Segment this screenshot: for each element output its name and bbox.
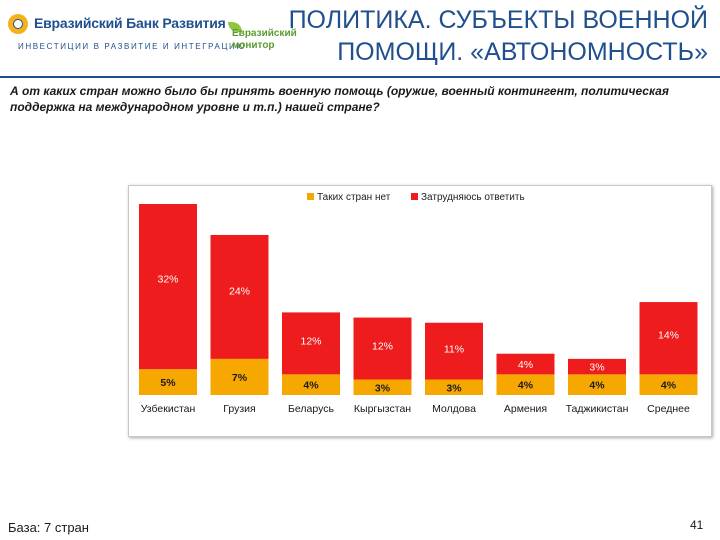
- data-label-0-4: 3%: [446, 382, 462, 394]
- legend-swatch-1: [411, 193, 418, 200]
- bar-0-5: [496, 374, 555, 395]
- bank-tagline: ИНВЕСТИЦИИ В РАЗВИТИЕ И ИНТЕГРАЦИЮ: [18, 42, 247, 51]
- data-label-1-1: 24%: [229, 286, 250, 298]
- bar-0-4: [425, 379, 483, 395]
- data-label-0-1: 7%: [232, 372, 248, 384]
- page-number: 41: [690, 518, 704, 532]
- header: Евразийский Банк Развития ИНВЕСТИЦИИ В Р…: [0, 0, 720, 76]
- legend-label-1: Затрудняюсь ответить: [421, 192, 525, 203]
- data-label-1-6: 3%: [589, 362, 604, 374]
- data-label-0-2: 4%: [303, 380, 319, 392]
- category-label-1: Грузия: [223, 403, 255, 415]
- category-label-2: Беларусь: [288, 403, 334, 415]
- monitor-logo-line1: Евразийский: [232, 28, 297, 39]
- bar-1-0: [139, 204, 197, 370]
- bar-0-0: [139, 369, 197, 395]
- header-divider: [0, 76, 720, 78]
- category-label-4: Молдова: [432, 403, 476, 415]
- legend-label-0: Таких стран нет: [317, 192, 391, 203]
- monitor-logo-line2: монитор: [232, 40, 275, 51]
- data-label-0-5: 4%: [518, 380, 534, 392]
- category-label-7: Среднее: [647, 403, 690, 415]
- data-label-0-0: 5%: [160, 377, 176, 389]
- bar-1-7: [639, 302, 698, 375]
- base-note: База: 7 стран: [8, 520, 89, 535]
- bar-1-6: [568, 358, 626, 375]
- bar-0-2: [282, 374, 340, 395]
- data-label-0-3: 3%: [375, 382, 391, 394]
- chart-canvas: Таких стран нет Затрудняюсь ответить 5% 32%…: [139, 192, 698, 415]
- bar-0-1: [210, 358, 269, 395]
- eurasian-development-bank-logo: Евразийский Банк Развития ИНВЕСТИЦИИ В Р…: [8, 14, 244, 54]
- bar-1-4: [425, 322, 483, 380]
- data-label-1-7: 14%: [658, 330, 679, 342]
- bar-1-5: [496, 353, 555, 375]
- category-label-5: Армения: [504, 403, 547, 415]
- category-label-0: Узбекистан: [141, 403, 196, 415]
- survey-question: А от каких стран можно было бы принять в…: [10, 84, 669, 114]
- slide-title-line1: ПОЛИТИКА. СУБЪЕКТЫ ВОЕННОЙ: [288, 6, 708, 34]
- bar-0-3: [353, 379, 412, 395]
- bar-0-7: [639, 374, 698, 395]
- data-label-1-4: 11%: [444, 343, 464, 355]
- leaf-icon: [228, 22, 242, 32]
- bank-emblem-icon: [8, 14, 28, 34]
- data-label-1-2: 12%: [300, 335, 321, 347]
- stacked-bar-chart: Таких стран нет Затрудняюсь ответить 5% 32%…: [128, 185, 712, 437]
- category-label-3: Кыргызстан: [354, 403, 411, 415]
- data-label-1-0: 32%: [157, 273, 178, 285]
- slide-title: ПОЛИТИКА. СУБЪЕКТЫ ВОЕННОЙ ПОМОЩИ. «АВТО…: [289, 4, 708, 68]
- bar-1-3: [353, 317, 412, 380]
- data-label-0-7: 4%: [661, 380, 677, 392]
- data-label-1-5: 4%: [518, 359, 533, 371]
- data-label-1-3: 12%: [372, 340, 393, 352]
- category-label-6: Таджикистан: [566, 403, 629, 415]
- bank-name: Евразийский Банк Развития: [34, 15, 226, 31]
- bar-1-1: [210, 234, 269, 359]
- bar-1-2: [282, 312, 340, 375]
- bar-0-6: [568, 374, 626, 395]
- legend-swatch-0: [307, 193, 314, 200]
- slide-title-line2: ПОМОЩИ. «АВТОНОМНОСТЬ»: [337, 38, 708, 66]
- eurasian-monitor-logo: Евразийский монитор: [228, 22, 297, 56]
- data-label-0-6: 4%: [589, 380, 605, 392]
